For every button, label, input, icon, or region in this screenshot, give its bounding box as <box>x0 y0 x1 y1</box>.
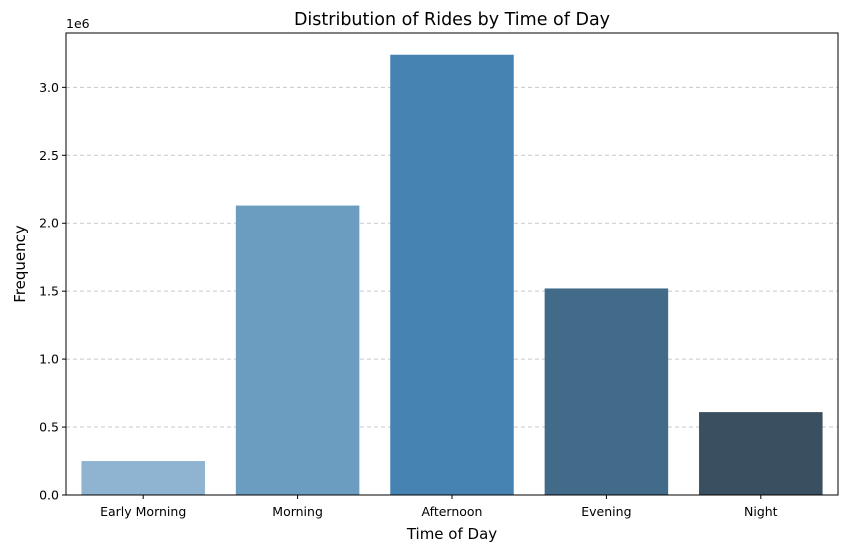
y-offset-label: 1e6 <box>66 16 90 31</box>
bar-early-morning <box>81 461 205 495</box>
y-tick-label: 0.5 <box>39 420 59 435</box>
x-tick-label: Evening <box>581 504 631 519</box>
bar-morning <box>235 205 360 495</box>
chart-title: Distribution of Rides by Time of Day <box>294 10 610 30</box>
bar-afternoon <box>390 54 514 495</box>
y-axis-label: Frequency <box>11 225 29 303</box>
y-tick-label: 2.0 <box>39 216 59 231</box>
y-tick-label: 3.0 <box>39 80 59 95</box>
bar-evening <box>544 288 669 495</box>
x-axis-label: Time of Day <box>406 525 497 543</box>
x-tick-label: Early Morning <box>100 504 186 519</box>
x-tick-label: Afternoon <box>422 504 483 519</box>
bar-night <box>699 412 823 495</box>
x-tick-label: Night <box>744 504 778 519</box>
bars-group <box>81 54 823 495</box>
y-axis-ticks: 0.0 0.5 1.0 1.5 2.0 2.5 3.0 <box>39 80 66 503</box>
y-tick-label: 1.5 <box>39 284 59 299</box>
y-tick-label: 0.0 <box>39 488 59 503</box>
y-tick-label: 1.0 <box>39 352 59 367</box>
x-axis-ticks: Early Morning Morning Afternoon Evening Nigh… <box>100 495 778 519</box>
x-tick-label: Morning <box>272 504 323 519</box>
y-tick-label: 2.5 <box>39 148 59 163</box>
